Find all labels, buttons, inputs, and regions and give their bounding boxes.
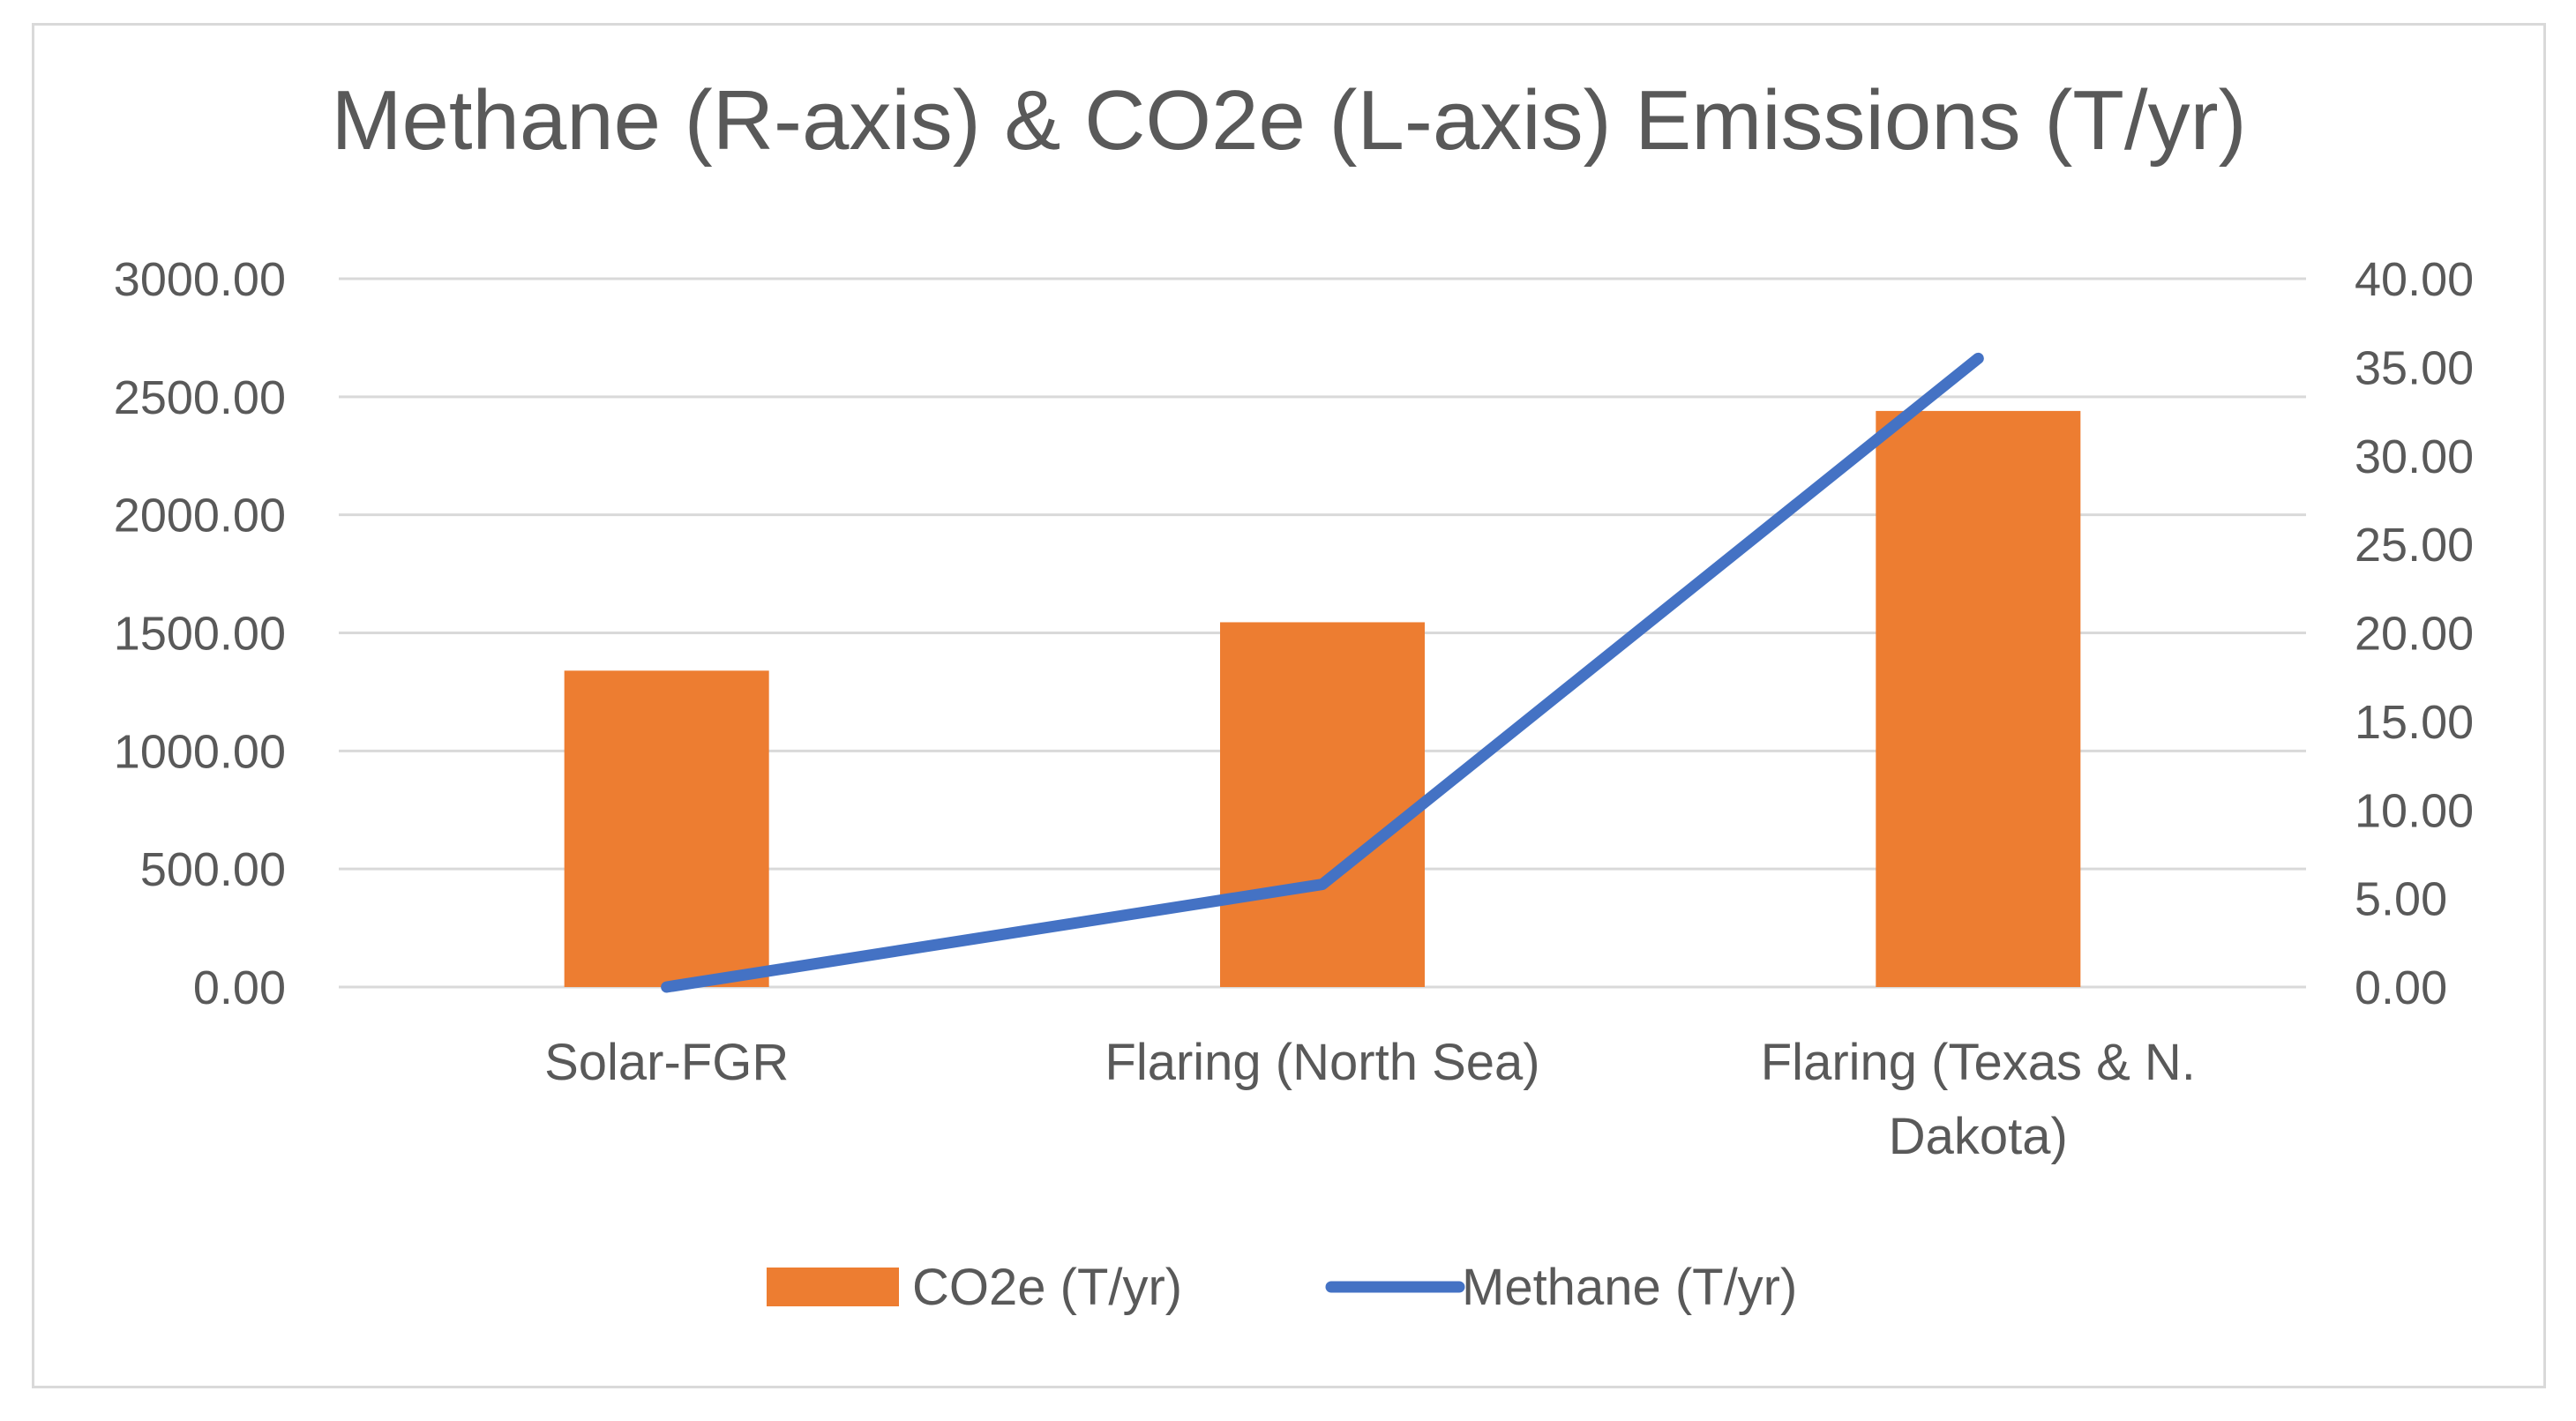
right-axis: 0.00 5.00 10.00 15.00 20.00 25.00 30.00 35.00 40… <box>2355 253 2474 1014</box>
left-axis-tick-label: 3000.00 <box>114 253 286 306</box>
bar-co2e <box>564 670 769 987</box>
left-axis-tick-label: 1000.00 <box>114 725 286 778</box>
right-axis-tick-label: 10.00 <box>2355 784 2474 837</box>
category-label: Flaring (Texas & N. Dakota) <box>1761 1034 2196 1165</box>
right-axis-tick-label: 30.00 <box>2355 430 2474 483</box>
line-series <box>661 352 1984 993</box>
left-axis-tick-label: 500.00 <box>140 843 286 896</box>
bar-co2e <box>1220 622 1425 987</box>
left-axis-tick-label: 1500.00 <box>114 608 286 661</box>
right-axis-tick-label: 0.00 <box>2355 961 2447 1014</box>
legend-swatch-co2e <box>767 1268 899 1306</box>
right-axis-tick-label: 40.00 <box>2355 253 2474 306</box>
category-label: Flaring (North Sea) <box>1105 1034 1539 1091</box>
legend: CO2e (T/yr) Methane (T/yr) <box>767 1259 1797 1316</box>
left-axis: 0.00 500.00 1000.00 1500.00 2000.00 2500.00 30… <box>114 253 286 1014</box>
right-axis-tick-label: 25.00 <box>2355 519 2474 572</box>
left-axis-tick-label: 2500.00 <box>114 371 286 424</box>
legend-label-co2e: CO2e (T/yr) <box>912 1259 1182 1316</box>
chart-svg: Methane (R-axis) & CO2e (L-axis) Emissio… <box>114 73 2474 1316</box>
category-label: Solar-FGR <box>544 1034 789 1091</box>
bar-co2e <box>1876 410 2081 988</box>
right-axis-tick-label: 5.00 <box>2355 873 2447 926</box>
category-axis: Solar-FGR Flaring (North Sea) Flaring (Tex… <box>544 1034 2196 1165</box>
bar-series <box>564 410 2081 988</box>
legend-label-methane: Methane (T/yr) <box>1462 1259 1797 1316</box>
chart-title: Methane (R-axis) & CO2e (L-axis) Emissio… <box>331 73 2246 168</box>
right-axis-tick-label: 15.00 <box>2355 696 2474 749</box>
right-axis-tick-label: 35.00 <box>2355 341 2474 394</box>
left-axis-tick-label: 0.00 <box>193 961 286 1014</box>
left-axis-tick-label: 2000.00 <box>114 490 286 542</box>
right-axis-tick-label: 20.00 <box>2355 608 2474 661</box>
chart-frame: Methane (R-axis) & CO2e (L-axis) Emissio… <box>32 23 2546 1388</box>
